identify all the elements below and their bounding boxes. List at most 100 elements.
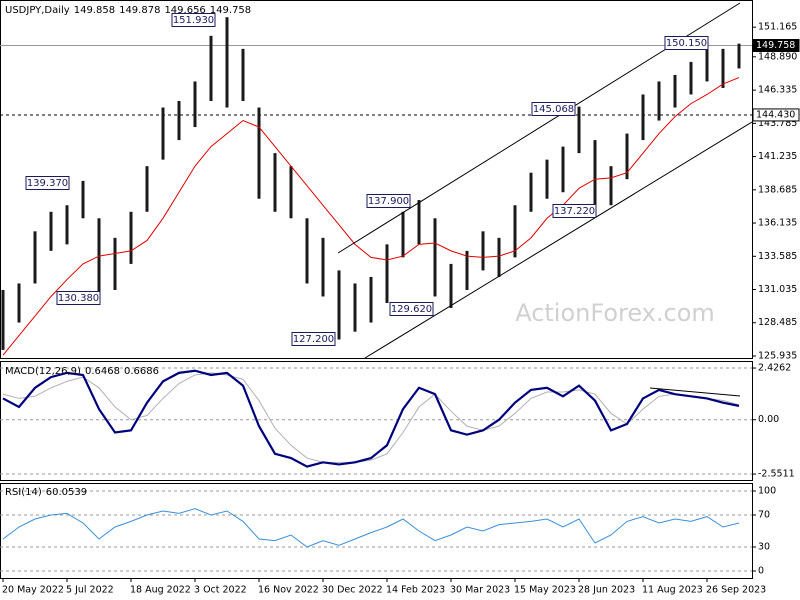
- price-bar: [209, 35, 213, 102]
- annotation: 127.200: [293, 334, 334, 345]
- price-bar: [577, 106, 581, 154]
- price-bar: [257, 107, 261, 199]
- x-tick-label: 30 Dec 2022: [322, 585, 383, 596]
- price-bar: [65, 205, 69, 245]
- macd-trendline: [649, 387, 741, 397]
- price-bar: [241, 48, 245, 102]
- y-tick-label: 0: [758, 566, 764, 577]
- annotation: 130.380: [58, 293, 99, 304]
- watermark: ActionForex.com: [515, 299, 715, 327]
- price-line-box: [752, 39, 800, 53]
- x-tick-label: 30 Mar 2023: [450, 585, 510, 596]
- y-tick-label: 0.00: [758, 414, 779, 425]
- annotation: 151.930: [173, 15, 214, 26]
- annotation: 139.370: [27, 178, 68, 189]
- price-line-label: 149.758: [756, 40, 795, 51]
- price-bar: [705, 40, 709, 82]
- x-tick-label: 18 Aug 2022: [130, 585, 191, 596]
- price-bar: [337, 270, 341, 340]
- signal-value: 0.6686: [124, 366, 159, 377]
- price-bar: [225, 17, 229, 108]
- rsi-value: 60.0539: [46, 487, 87, 498]
- price-bar: [289, 166, 293, 219]
- price-bar: [49, 211, 53, 251]
- moving-average: [2, 77, 740, 356]
- x-tick-label: 15 May 2023: [514, 585, 576, 596]
- price-bar: [465, 250, 469, 290]
- open: 149.858: [74, 5, 115, 16]
- price-bar: [145, 166, 149, 212]
- price-bar: [449, 263, 453, 308]
- price-bar: [81, 180, 85, 219]
- price-bar: [721, 48, 725, 88]
- macd-header: MACD(12,26,9) 0.6468 0.6686: [5, 366, 159, 377]
- price-bar: [689, 61, 693, 95]
- y-tick-label: 146.335: [758, 85, 797, 96]
- symbol: USDJPY,Daily: [5, 5, 70, 16]
- price-bar: [161, 107, 165, 160]
- price-bar: [1, 289, 5, 350]
- price-bar: [193, 81, 197, 128]
- price-bar: [673, 74, 677, 108]
- macd-value: 0.6468: [85, 366, 120, 377]
- y-tick-label: 151.165: [758, 22, 797, 33]
- annotation-box: [389, 302, 434, 316]
- y-tick-label: 136.135: [758, 218, 797, 229]
- price-bar: [513, 205, 517, 258]
- price-line-label: 144.430: [756, 109, 795, 120]
- price-header: USDJPY,Daily 149.858 149.878 149.656 149.758: [5, 5, 251, 16]
- indicator-line: [2, 508, 740, 548]
- price-panel: [0, 0, 753, 359]
- rsi-panel: [0, 483, 753, 579]
- annotation-box: [171, 13, 216, 27]
- x-tick-label: 26 Sep 2023: [706, 585, 766, 596]
- annotation: 137.900: [368, 196, 409, 207]
- y-tick-label: 141.235: [758, 151, 797, 162]
- x-tick-label: 5 Jul 2022: [66, 585, 114, 596]
- price-bar: [273, 153, 277, 212]
- price-bar: [529, 172, 533, 212]
- annotation-box: [56, 291, 101, 305]
- annotation-box: [531, 102, 576, 116]
- y-tick-label: 2.4262: [758, 363, 791, 374]
- annotation-box: [291, 332, 336, 346]
- x-tick-label: 3 Oct 2022: [194, 585, 247, 596]
- price-bar: [481, 231, 485, 271]
- price-bar: [369, 276, 373, 323]
- price-bar: [321, 237, 325, 297]
- y-tick-label: 100: [758, 486, 776, 497]
- x-tick-label: 20 May 2022: [2, 585, 64, 596]
- annotation-box: [25, 176, 70, 190]
- x-tick-label: 14 Feb 2023: [386, 585, 445, 596]
- annotation: 145.068: [533, 104, 574, 115]
- price-bar: [305, 218, 309, 284]
- indicator-line: [2, 372, 740, 463]
- low: 149.656: [164, 5, 205, 16]
- price-bar: [657, 81, 661, 121]
- price-bar: [401, 211, 405, 258]
- price-bar: [17, 283, 21, 323]
- price-bar: [625, 133, 629, 180]
- y-tick-label: 125.935: [758, 350, 797, 361]
- price-bar: [609, 166, 613, 206]
- y-tick-label: 143.785: [758, 118, 797, 129]
- y-tick-label: 70: [758, 510, 770, 521]
- price-bar: [497, 237, 501, 277]
- price-bar: [385, 244, 389, 304]
- indicator: RSI(14): [5, 487, 42, 498]
- price-bar: [545, 159, 549, 199]
- y-tick-label: 30: [758, 542, 770, 553]
- y-tick-label: 138.685: [758, 184, 797, 195]
- y-tick-label: 133.585: [758, 251, 797, 262]
- x-tick-label: 11 Aug 2023: [642, 585, 703, 596]
- annotation-box: [366, 194, 411, 208]
- price-bar: [641, 94, 645, 141]
- price-bar: [113, 237, 117, 290]
- y-tick-label: 128.485: [758, 317, 797, 328]
- annotation: 129.620: [391, 304, 432, 315]
- annotation: 137.220: [554, 206, 595, 217]
- high: 149.878: [119, 5, 160, 16]
- close: 149.758: [210, 5, 251, 16]
- indicator-line: [2, 369, 740, 468]
